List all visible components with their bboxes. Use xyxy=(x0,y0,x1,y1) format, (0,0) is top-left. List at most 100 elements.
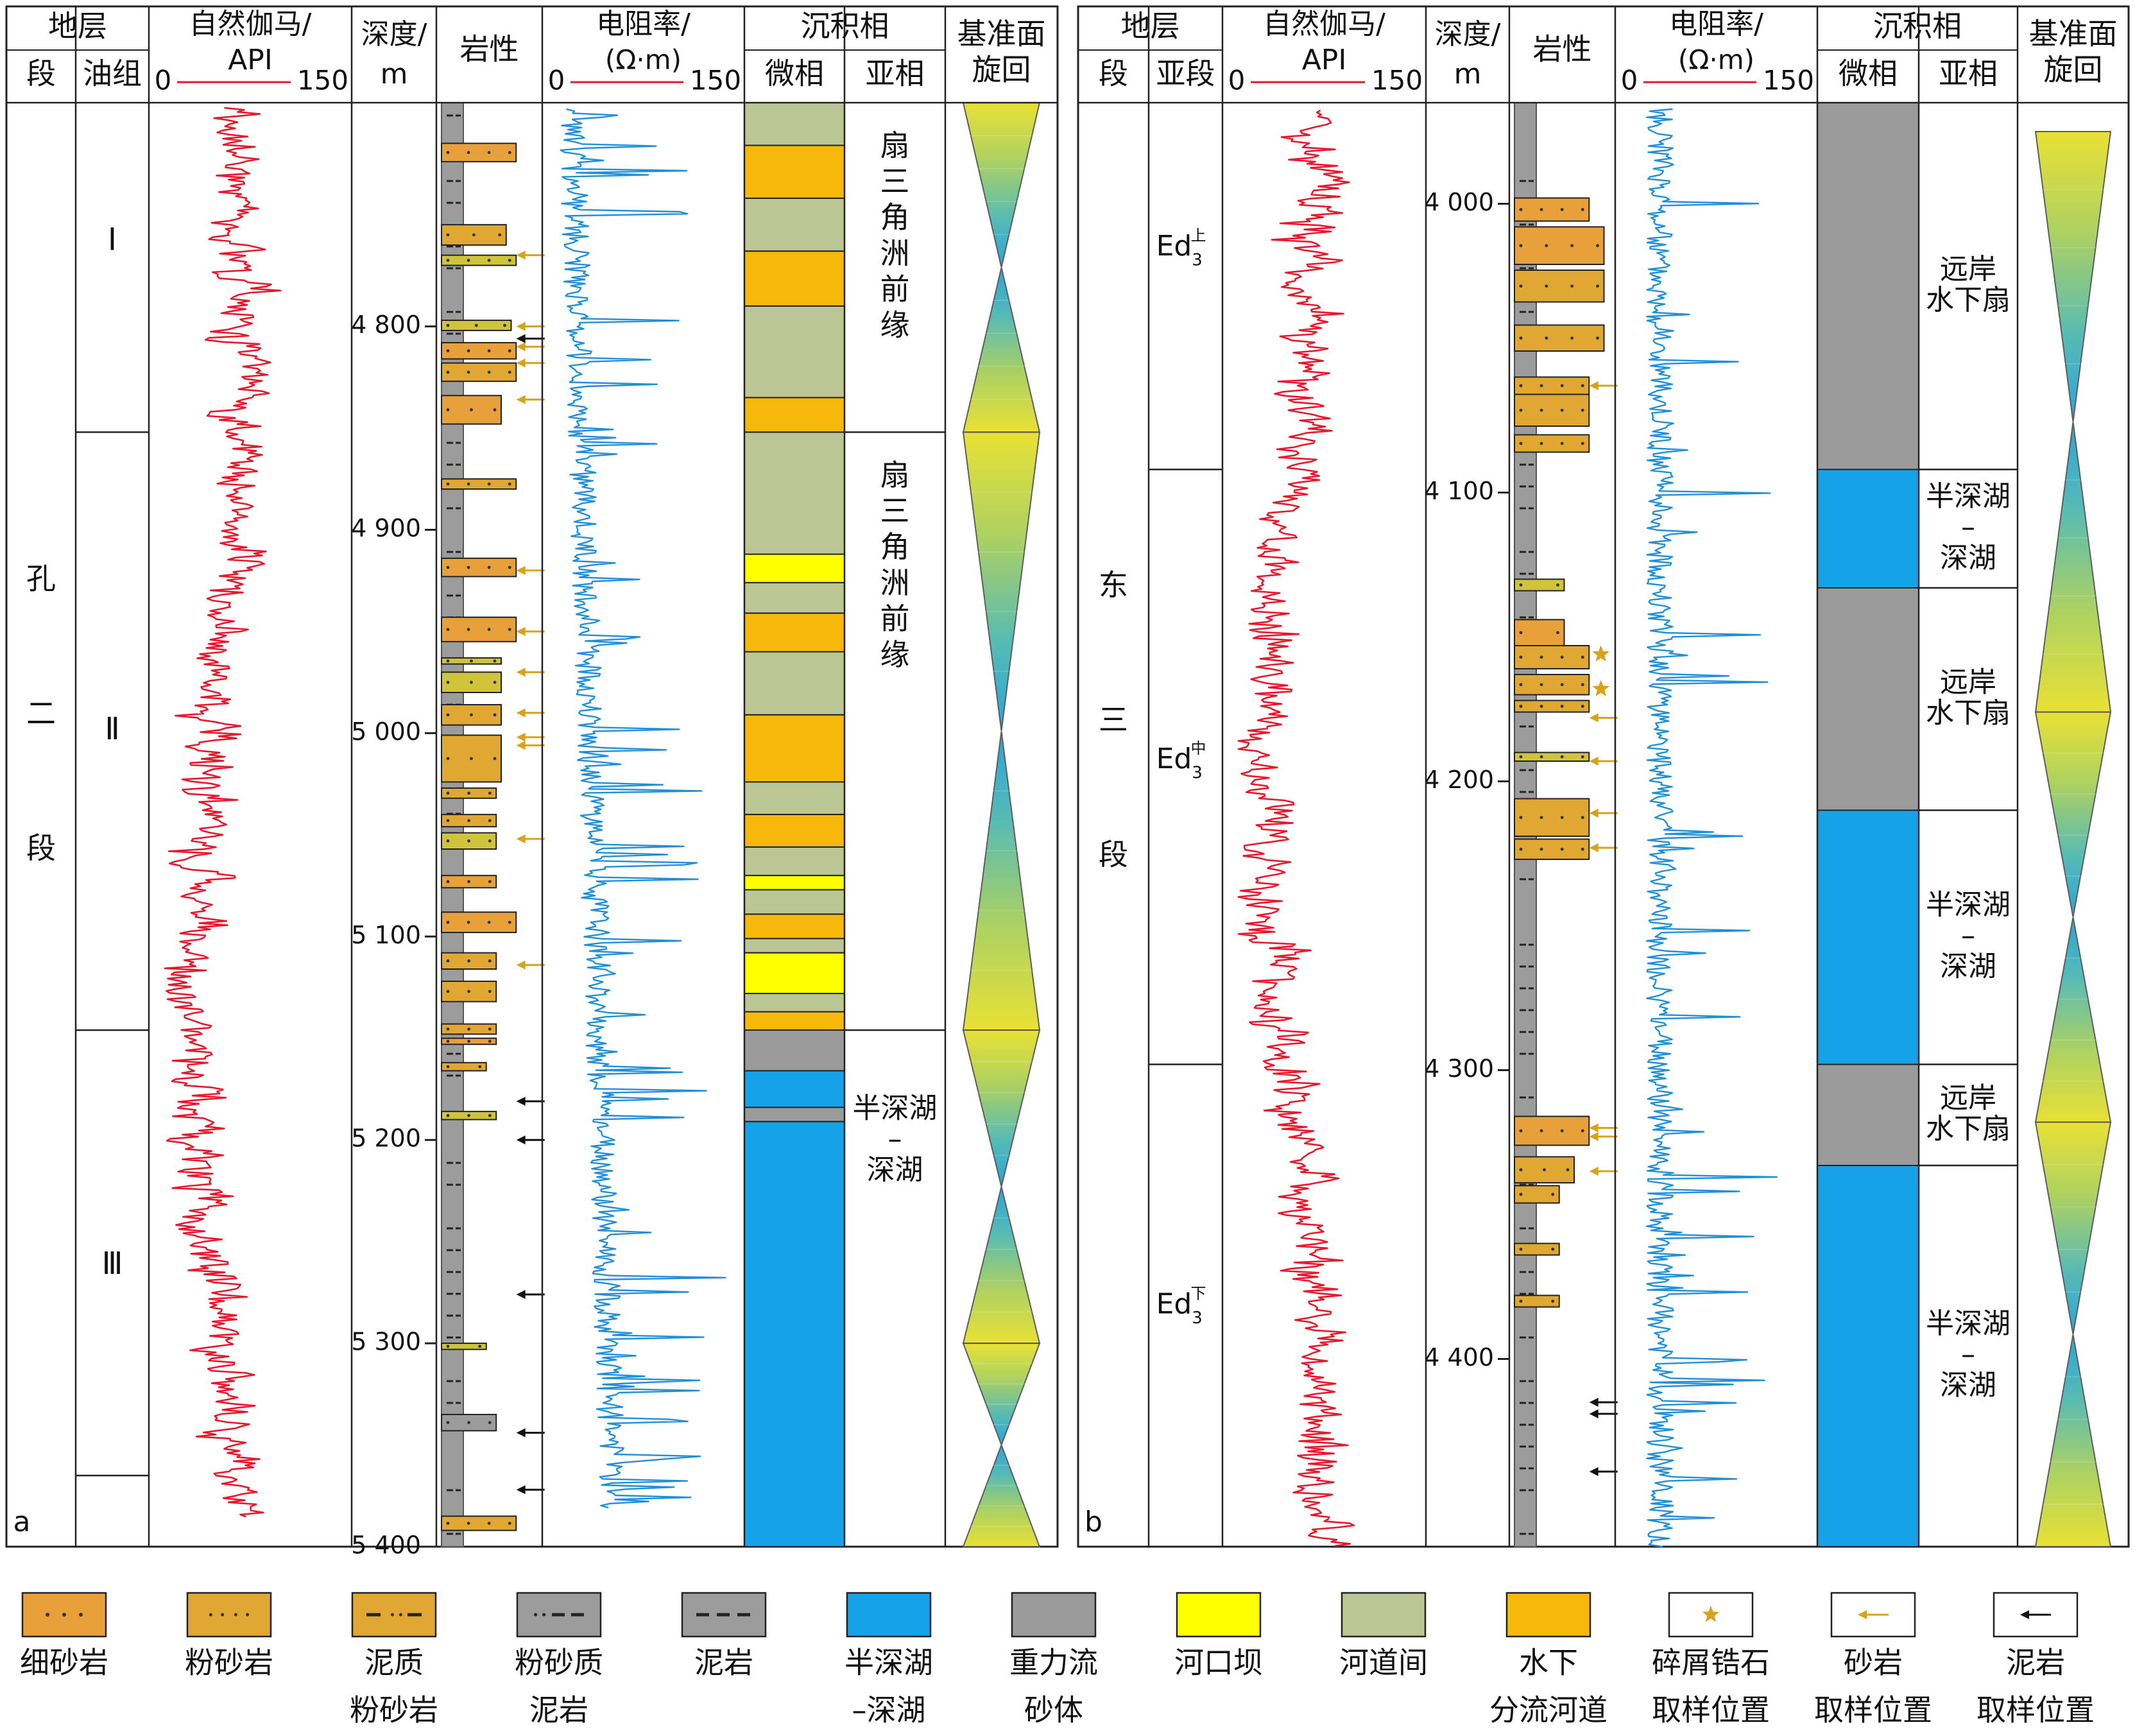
panel_a-subfacies-1-char-0: 扇 xyxy=(880,458,910,492)
panel_a-hdr-lithology: 岩性 xyxy=(460,32,519,67)
panel_b-lith-dot xyxy=(1560,208,1564,211)
panel_a-hdr-micro: 微相 xyxy=(765,56,824,91)
panel_a-lith-dot xyxy=(446,1113,450,1117)
panel_b-lith-dot xyxy=(1545,284,1548,288)
panel_b-lith-dot xyxy=(1560,755,1564,759)
panel_b-lith-dot xyxy=(1543,1168,1546,1172)
panel_b-hdr-cycle-1: 基准面 xyxy=(2029,17,2118,51)
panel_b-lith-dot xyxy=(1539,384,1543,388)
panel_a-subfacies-1-char-3: 洲 xyxy=(880,565,910,600)
panel_a-sand-arrow-head-10 xyxy=(516,741,526,750)
legend-dot xyxy=(234,1613,237,1617)
panel_a-lith-dot xyxy=(487,565,491,569)
panel_a-sand-arrow-head-12 xyxy=(516,960,526,970)
panel_b-subsection-sub-0: 3 xyxy=(1192,250,1203,270)
panel_b-lith-dot xyxy=(1519,284,1523,288)
panel_b-sand-arrow-head-1 xyxy=(1589,713,1599,723)
legend-label-3-1: 泥岩 xyxy=(529,1693,588,1728)
panel_b-subsection-base-2: Ed xyxy=(1156,1287,1192,1320)
legend-label-12-0: 泥岩 xyxy=(2006,1646,2065,1680)
panel_a-lith-bed-8 xyxy=(441,557,517,578)
panel_a-lith-dot xyxy=(493,680,497,684)
panel_b-lith-dot xyxy=(1539,442,1543,445)
legend-arrow-icon xyxy=(2020,1610,2029,1619)
legend-label-10-1: 取样位置 xyxy=(1652,1693,1770,1728)
panel_a-lith-dot xyxy=(467,482,470,486)
panel_a-lith-dot xyxy=(446,370,450,374)
panel_a-micro-facies-7 xyxy=(744,553,845,583)
panel_a-sand-arrow-head-11 xyxy=(516,834,526,844)
panel_b-subfacies-4-line-1: 水下扇 xyxy=(1926,1112,2011,1145)
panel_a-hdr-cycle-1: 基准面 xyxy=(957,17,1046,51)
panel_a-lith-dot xyxy=(467,1421,471,1425)
panel_b-hdr-gr-max: 150 xyxy=(1371,65,1423,96)
panel_b-subfacies-0-line-0: 远岸 xyxy=(1940,253,1996,286)
panel_b-lith-dot xyxy=(1560,816,1564,820)
legend-label-0-0: 细砂岩 xyxy=(20,1646,108,1680)
panel_b-lith-dot xyxy=(1519,1248,1523,1251)
panel_a-lith-dot xyxy=(446,791,450,795)
panel_b-subfacies-4-line-0: 远岸 xyxy=(1940,1081,1996,1114)
panel_a-lith-dot xyxy=(467,259,470,262)
panel_b-lith-dot xyxy=(1545,336,1548,340)
panel_b-lith-dot xyxy=(1519,1192,1523,1196)
panel_b-lith-dot xyxy=(1551,1248,1555,1251)
panel_a-lith-dot xyxy=(493,408,497,411)
panel_a-sand-arrow-head-3 xyxy=(516,358,526,368)
panel_a-lith-bed-27 xyxy=(441,1515,517,1531)
panel_a-micro-facies-19 xyxy=(744,952,845,995)
panel_b-lith-bed-10 xyxy=(1514,674,1590,696)
panel_a-subfacies-0-char-4: 前 xyxy=(880,272,910,307)
panel_a-lith-dot xyxy=(487,1522,491,1525)
panel_a-lith-dot xyxy=(446,659,450,663)
panel_b-section-char-2: 段 xyxy=(1099,838,1128,872)
legend-swatch-semi_deep_lake xyxy=(846,1592,932,1638)
legend-dot xyxy=(390,1613,394,1617)
panel_b-lith-dot xyxy=(1519,583,1523,587)
panel_a-lith-dot xyxy=(470,757,473,761)
panel_a-label: a xyxy=(13,1506,31,1538)
panel_b-hdr-micro: 微相 xyxy=(1839,56,1898,91)
panel_b-lith-dot xyxy=(1581,1129,1584,1133)
panel_a-micro-facies-6 xyxy=(744,431,845,555)
panel_b-lith-bed-8 xyxy=(1514,619,1565,646)
panel_a-lith-dot xyxy=(493,757,497,761)
panel_b-lith-dot xyxy=(1581,816,1584,820)
panel_b-hdr-depth-unit: m xyxy=(1454,58,1482,90)
panel_a-sand-arrow-head-8 xyxy=(516,708,526,718)
panel_a-hdr-res-max: 150 xyxy=(690,65,741,96)
panel_b-lith-dot xyxy=(1551,1300,1555,1303)
panel_b-subsection-sup-0: 上 xyxy=(1191,227,1206,245)
panel_a-micro-facies-12 xyxy=(744,781,845,816)
panel_b-section-char-1: 三 xyxy=(1099,703,1128,737)
panel_a-lith-dot xyxy=(508,349,511,353)
panel_a-micro-facies-1 xyxy=(744,144,845,199)
panel_a-subfacies-1-char-2: 角 xyxy=(880,529,910,564)
panel_b-lith-bed-12 xyxy=(1514,752,1590,762)
panel_b-lith-dot xyxy=(1519,442,1523,445)
panel_a-micro-facies-22 xyxy=(744,1029,845,1072)
panel_b-hdr-facies: 沉积相 xyxy=(1873,9,1962,44)
panel_b-lith-dot xyxy=(1581,683,1584,687)
panel_b-zircon-star-0 xyxy=(1592,645,1610,662)
legend-label-2-0: 泥质 xyxy=(364,1646,424,1680)
panel_a-lith-dot xyxy=(467,880,471,884)
panel_a-lith-dot xyxy=(508,920,511,924)
legend-swatch-mouth_bar xyxy=(1176,1592,1262,1638)
panel_b-mud-arrow-head-2 xyxy=(1589,1467,1599,1476)
panel_b-lith-dot xyxy=(1570,336,1574,340)
panel_b-lith-dot xyxy=(1519,816,1523,820)
panel_b-lith-dot xyxy=(1596,244,1599,248)
panel_a-lith-bed-4 xyxy=(441,341,517,360)
panel_b-cycle-falling-2 xyxy=(2034,1121,2112,1335)
panel_b-lith-dot xyxy=(1519,631,1523,635)
panel_b-lith-dot xyxy=(1519,208,1523,211)
panel_b-subfacies-5-line-2: 深湖 xyxy=(1940,1369,1996,1402)
panel_a-lith-dot xyxy=(446,680,450,684)
panel_b-micro-facies-0 xyxy=(1817,102,1919,470)
panel_b-hdr-cycle-2: 旋回 xyxy=(2044,53,2103,87)
legend-label-11-0: 砂岩 xyxy=(1844,1646,1903,1680)
panel_b-lith-dot xyxy=(1581,208,1584,211)
panel_b-lith-bed-2 xyxy=(1514,270,1605,303)
